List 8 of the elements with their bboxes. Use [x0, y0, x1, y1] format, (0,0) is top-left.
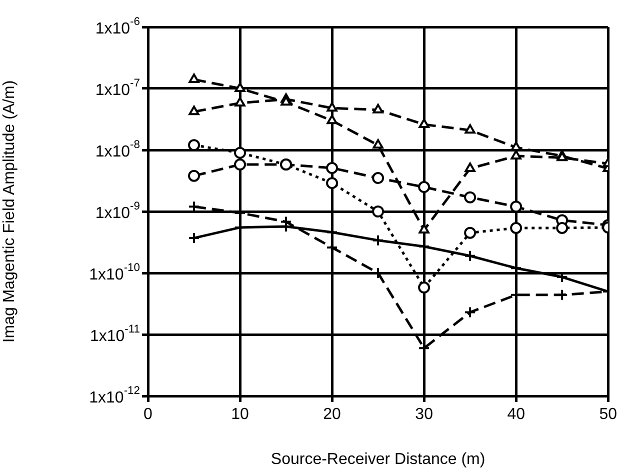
x-tick-label: 0	[144, 406, 153, 424]
x-tick-label: 30	[415, 406, 434, 424]
x-axis-title: Source-Receiver Distance (m)	[270, 450, 486, 468]
x-tick-label: 40	[507, 406, 526, 424]
y-axis-title: Imag Magentic Field Amplitude (A/m)	[1, 80, 18, 343]
x-tick-label: 20	[323, 406, 342, 424]
x-tick-label: 10	[231, 406, 250, 424]
x-tick-label: 50	[599, 406, 618, 424]
